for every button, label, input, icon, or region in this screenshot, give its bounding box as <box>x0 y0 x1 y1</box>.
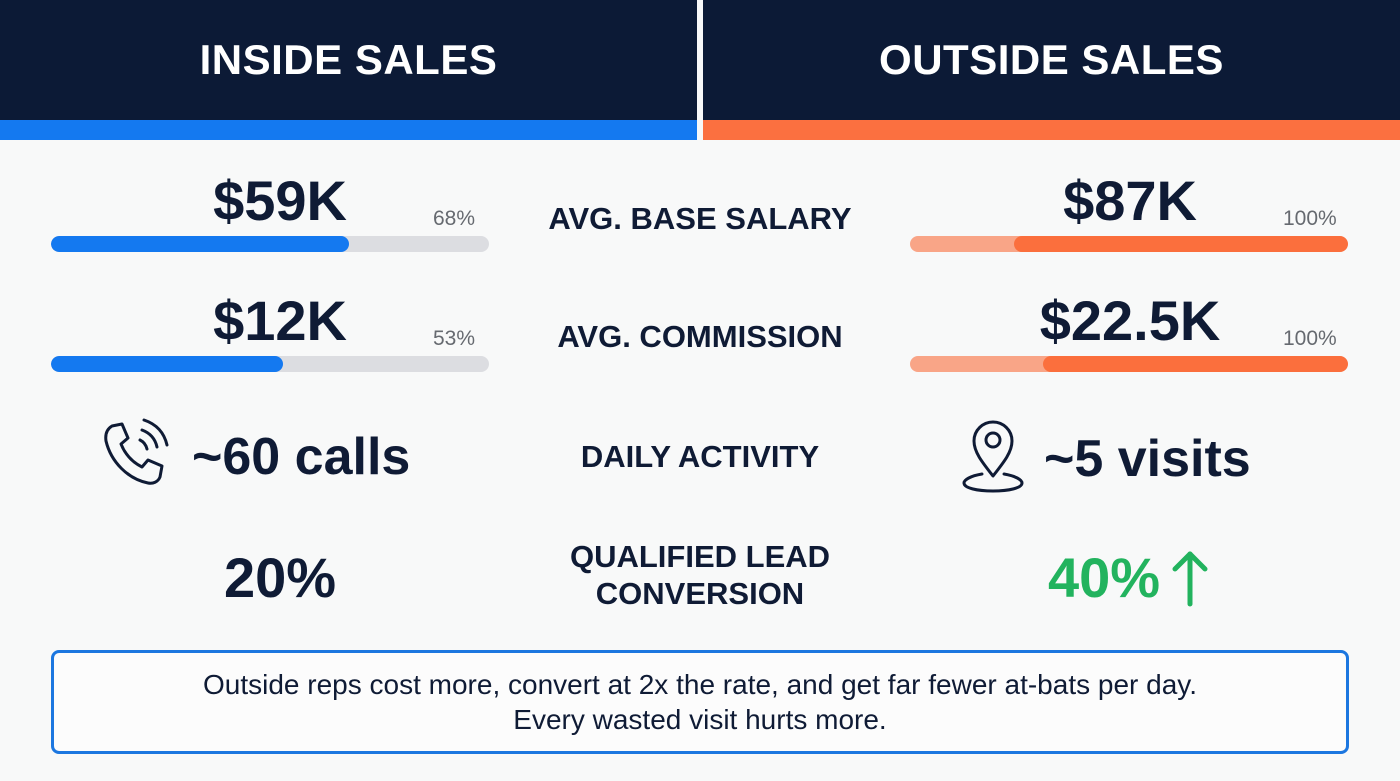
inside-daily-activity: ~60 calls <box>98 416 410 497</box>
phone-icon <box>98 416 174 497</box>
callout-line-1: Outside reps cost more, convert at 2x th… <box>203 669 1197 700</box>
outside-commission-bar <box>910 356 1348 372</box>
qualified-lead-label-line2: CONVERSION <box>595 576 805 611</box>
inside-commission-percent: 53% <box>433 327 476 350</box>
avg-commission-label: AVG. COMMISSION <box>557 319 843 354</box>
outside-conversion: 40% <box>1048 545 1210 610</box>
arrow-up-icon <box>1170 548 1210 608</box>
outside-commission-bar-fill <box>1043 356 1348 372</box>
outside-daily-activity-value: ~5 visits <box>1044 429 1251 488</box>
inside-commission-value: $12K <box>213 289 347 352</box>
outside-sales-header: OUTSIDE SALES <box>703 0 1400 140</box>
callout-line-2: Every wasted visit hurts more. <box>513 704 887 735</box>
outside-conversion-value: 40% <box>1048 546 1161 609</box>
inside-base-salary-bar-fill <box>51 236 349 252</box>
outside-sales-title: OUTSIDE SALES <box>879 36 1224 83</box>
inside-sales-header: INSIDE SALES <box>0 0 697 140</box>
outside-accent-stripe <box>703 120 1400 140</box>
summary-callout: Outside reps cost more, convert at 2x th… <box>51 650 1349 754</box>
inside-commission-bar-fill <box>51 356 284 372</box>
inside-daily-activity-value: ~60 calls <box>192 427 411 486</box>
inside-base-salary-value: $59K <box>213 169 347 232</box>
outside-commission-percent: 100% <box>1283 327 1337 350</box>
inside-conversion-value: 20% <box>223 546 337 609</box>
inside-base-salary-bar <box>51 236 489 252</box>
inside-commission-bar <box>51 356 489 372</box>
outside-base-salary-bar-fill <box>1014 236 1348 252</box>
inside-accent-stripe <box>0 120 697 140</box>
map-pin-icon <box>960 418 1026 499</box>
qualified-lead-conversion-label: QUALIFIED LEAD CONVERSION <box>500 538 900 612</box>
outside-base-salary-bar <box>910 236 1348 252</box>
daily-activity-label: DAILY ACTIVITY <box>580 439 820 474</box>
avg-base-salary-label: AVG. BASE SALARY <box>548 201 852 236</box>
outside-base-salary-percent: 100% <box>1283 207 1337 230</box>
inside-sales-title: INSIDE SALES <box>199 36 498 83</box>
outside-daily-activity: ~5 visits <box>960 418 1251 499</box>
outside-commission-value: $22.5K <box>1039 289 1221 352</box>
outside-base-salary-value: $87K <box>1063 169 1197 232</box>
qualified-lead-label-line1: QUALIFIED LEAD <box>569 539 831 574</box>
inside-base-salary-percent: 68% <box>433 207 476 230</box>
